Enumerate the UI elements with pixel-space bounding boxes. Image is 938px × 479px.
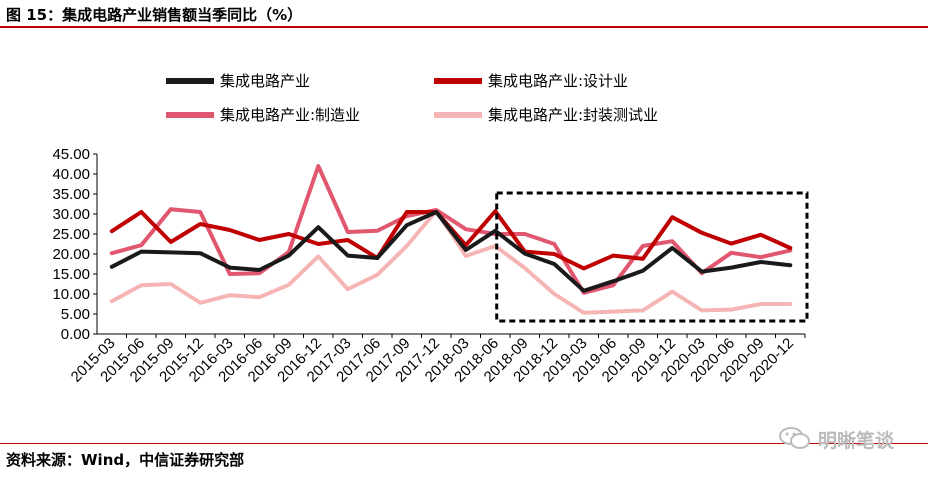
watermark: 明晰笔谈 — [778, 423, 928, 453]
series-line — [109, 210, 793, 293]
chart-title: 图 15：集成电路产业销售额当季同比（%） — [6, 6, 303, 24]
wechat-icon — [779, 427, 810, 449]
y-tick-label: 15.00 — [52, 266, 90, 283]
legend-label: 集成电路产业:制造业 — [220, 106, 360, 124]
header-divider — [0, 26, 928, 28]
y-tick-label: 5.00 — [61, 306, 90, 323]
legend-label: 集成电路产业 — [220, 72, 310, 90]
source-note: 资料来源：Wind，中信证券研究部 — [6, 451, 245, 469]
highlight-box-rect — [495, 191, 809, 323]
y-tick-label: 30.00 — [52, 206, 90, 223]
y-tick-label: 10.00 — [52, 286, 90, 303]
legend-label: 集成电路产业:设计业 — [488, 72, 628, 90]
y-tick-label: 45.00 — [52, 146, 90, 163]
legend-label: 集成电路产业:封装测试业 — [488, 106, 658, 124]
y-tick-label: 25.00 — [52, 226, 90, 243]
y-tick-label: 20.00 — [52, 246, 90, 263]
y-tick-label: 40.00 — [52, 166, 90, 183]
y-tick-label: 35.00 — [52, 186, 90, 203]
y-tick-label: 0.00 — [61, 326, 90, 343]
series-lines — [109, 164, 793, 315]
watermark-text: 明晰笔谈 — [818, 430, 895, 452]
footer-divider — [0, 443, 928, 444]
highlight-box — [495, 191, 809, 323]
